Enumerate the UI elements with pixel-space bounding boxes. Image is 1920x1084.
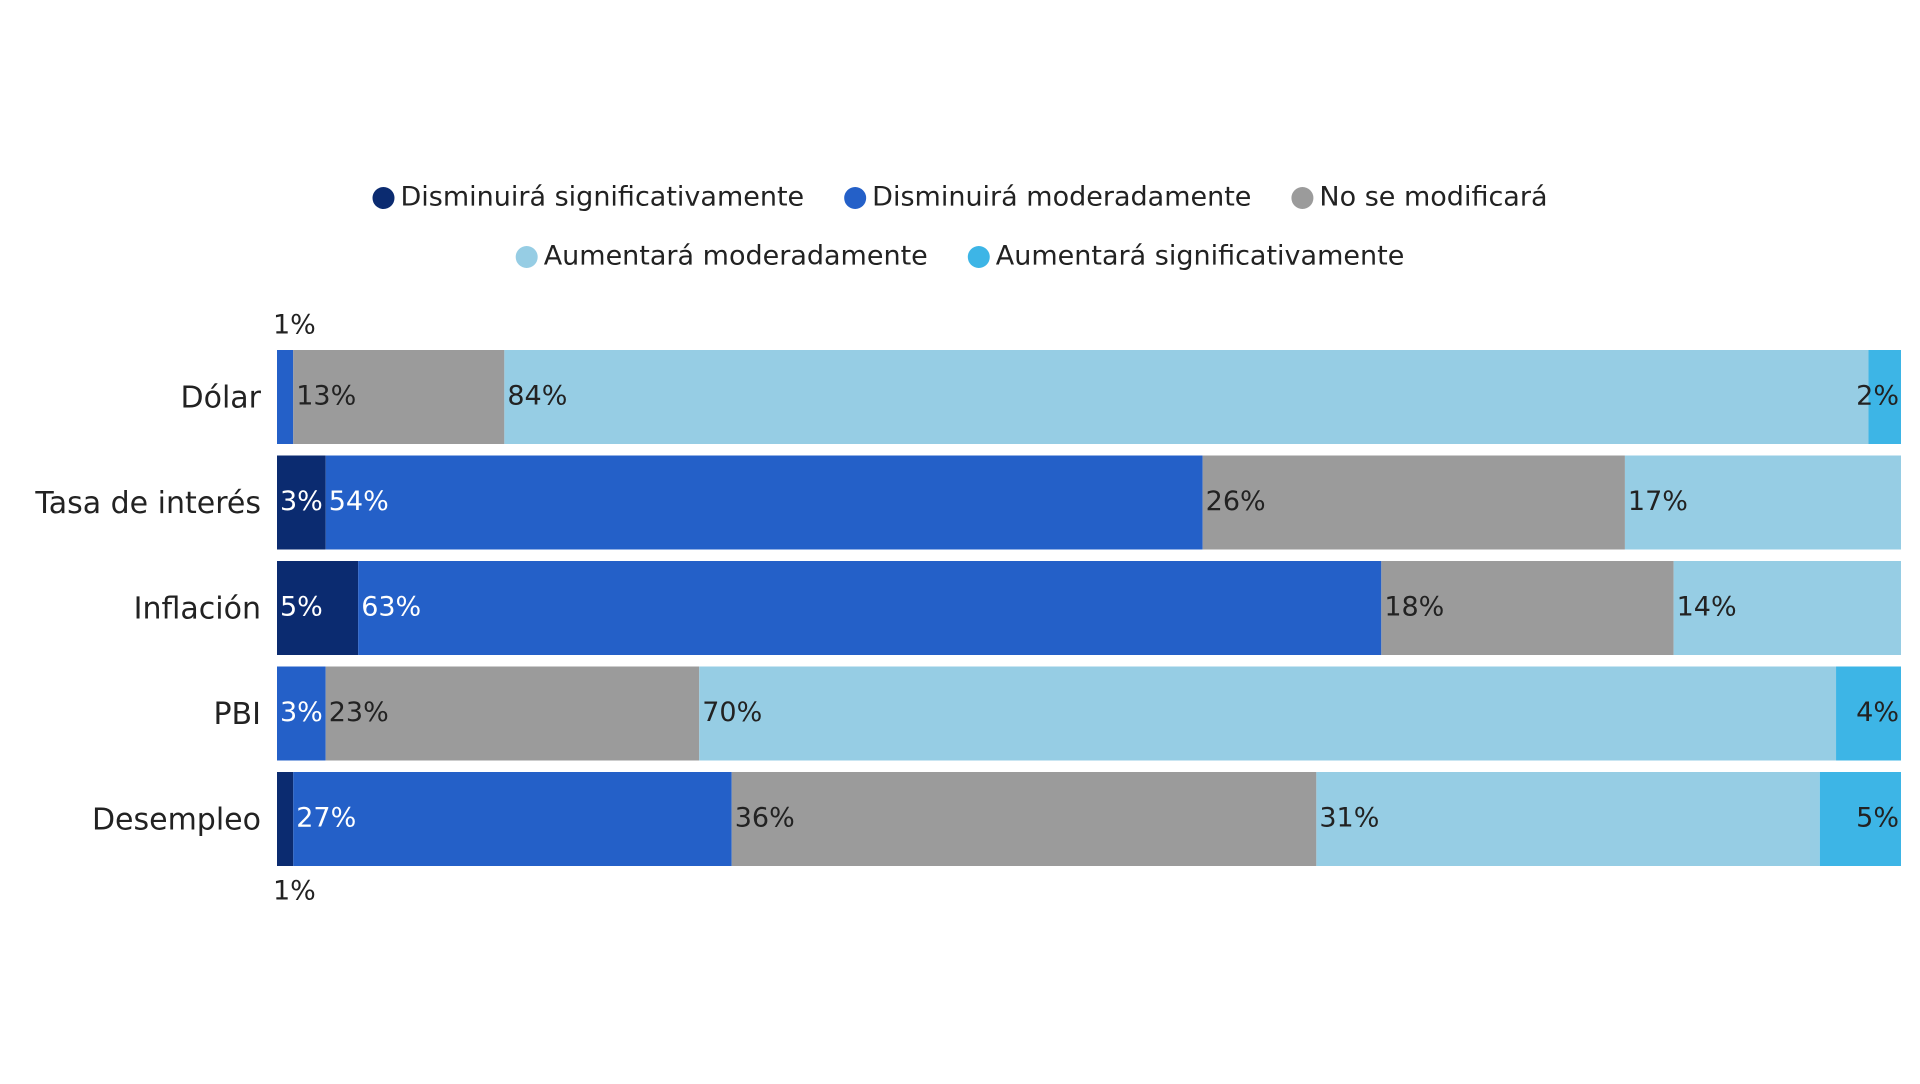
value-label: 13% [296,381,356,412]
legend-label: No se modificará [1319,182,1547,213]
bar-segment [277,350,294,444]
bar-segment [699,666,1837,761]
value-label: 84% [507,381,567,412]
value-label: 3% [280,697,323,728]
bar-segment [277,666,326,761]
legend-marker [967,246,990,268]
value-label: 1% [273,310,316,341]
legend-marker [372,187,395,209]
bar-segment [293,350,505,444]
category-label: PBI [213,697,261,732]
bar-segment [1836,666,1901,761]
value-label: 63% [361,592,421,623]
legend-marker [1291,187,1314,209]
value-label: 5% [280,592,323,623]
legend-row: Aumentará moderadamente Aumentará signifi… [515,241,1405,272]
bar-segment [504,350,1869,444]
value-label: 54% [329,486,389,517]
legend-label: Disminuirá significativamente [401,182,805,213]
bar-segment [325,666,700,761]
legend-row: Disminuirá significativamente Disminuirá … [372,182,1548,213]
value-label: 14% [1677,592,1737,623]
legend-marker [515,246,538,268]
bar-segment [1819,772,1901,866]
value-label: 4% [1856,697,1899,728]
bar-segment [293,772,732,866]
value-label: 3% [280,486,323,517]
value-label: 2% [1856,381,1899,412]
value-label: 26% [1206,486,1266,517]
bar-segment [1868,350,1901,444]
category-label: Desempleo [92,803,261,838]
legend-label: Aumentará significativamente [996,241,1405,272]
bar-segment [1381,561,1674,655]
bar-segment [1624,455,1901,550]
category-label: Inflación [134,592,261,627]
value-label: 70% [702,697,762,728]
bar-segment [358,561,1382,655]
category-label: Dólar [180,381,261,416]
value-label: 1% [273,876,316,907]
bar-segment [1316,772,1820,866]
legend-label: Disminuirá moderadamente [872,182,1251,213]
value-label: 18% [1384,592,1444,623]
value-label: 31% [1319,803,1379,834]
bar-segment [1202,455,1625,550]
bar-segment [731,772,1317,866]
bar-segment [277,561,359,655]
value-label: 27% [296,803,356,834]
bar-segment [325,455,1203,550]
bar-segment [1673,561,1901,655]
value-label: 17% [1628,486,1688,517]
value-label: 5% [1856,803,1899,834]
legend-marker [844,187,867,209]
bar-segment [277,772,294,866]
value-label: 23% [329,697,389,728]
legend-label: Aumentará moderadamente [544,241,928,272]
value-label: 36% [735,803,795,834]
category-label: Tasa de interés [34,486,261,521]
bar-segment [277,455,326,550]
